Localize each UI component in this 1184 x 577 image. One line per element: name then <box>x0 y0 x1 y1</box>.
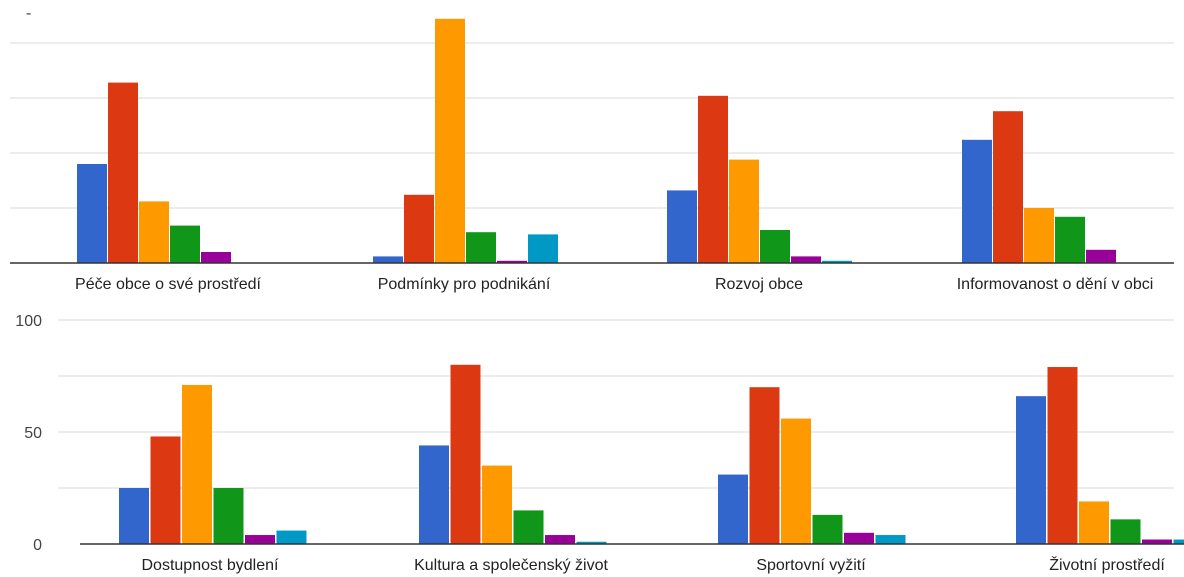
top-category-label-3: Rozvoj obce <box>715 276 803 293</box>
bottom-category-label-3: Sportovní vyžití <box>756 557 866 574</box>
top-category-label-1: Péče obce o své prostředí <box>75 276 261 293</box>
top-bar-c2-s5 <box>497 260 527 263</box>
top-bar-c4-s1 <box>962 139 992 263</box>
top-bar-c1-s2 <box>108 82 138 263</box>
bottom-category-label-2: Kultura a společenský život <box>414 557 608 574</box>
bottom-bar-c4-s1 <box>1016 396 1046 544</box>
top-bar-c3-s5 <box>791 256 821 263</box>
bottom-bar-c4-s5 <box>1142 539 1172 544</box>
bottom-gridlines <box>58 319 1174 489</box>
y-tick-label-0: 0 <box>33 537 42 554</box>
bottom-bar-c2-s3 <box>482 465 512 544</box>
bottom-bar-c3-s2 <box>749 387 780 544</box>
bottom-bar-c3-s6 <box>875 535 906 544</box>
bottom-category-label-1: Dostupnost bydlení <box>142 557 280 574</box>
bottom-bar-c4-s2 <box>1047 367 1078 544</box>
bottom-bar-c1-s1 <box>119 488 149 544</box>
top-bar-c2-s1 <box>373 256 403 263</box>
bottom-bar-c4-s3 <box>1079 501 1109 544</box>
top-bar-c1-s1 <box>77 164 107 263</box>
top-bar-c1-s4 <box>170 225 200 263</box>
top-bar-c2-s6 <box>528 234 558 263</box>
top-bar-c4-s5 <box>1086 249 1116 263</box>
bottom-bar-c3-s4 <box>812 514 843 544</box>
top-bar-c3-s1 <box>667 190 697 263</box>
bottom-bar-c1-s2 <box>150 436 181 544</box>
top-bar-c4-s4 <box>1055 216 1085 263</box>
top-bar-c4-s3 <box>1024 208 1054 263</box>
top-bar-c2-s3 <box>435 18 465 263</box>
top-bar-c1-s3 <box>139 201 169 263</box>
bottom-bar-c1-s4 <box>213 488 244 544</box>
bottom-bar-c2-s5 <box>545 535 575 544</box>
y-tick-label-100: 100 <box>15 313 42 330</box>
top-bar-c3-s3 <box>729 159 759 263</box>
bottom-bar-c1-s3 <box>182 384 212 544</box>
top-bar-c3-s4 <box>760 230 790 263</box>
bottom-bar-c2-s2 <box>450 364 481 544</box>
bottom-bar-c3-s5 <box>844 532 874 544</box>
bottom-bar-c1-s6 <box>276 530 307 544</box>
top-bar-c3-s2 <box>698 95 728 263</box>
bottom-bar-c2-s6 <box>576 541 607 544</box>
top-bar-c2-s4 <box>466 232 496 263</box>
bottom-bar-c3-s3 <box>781 418 811 544</box>
bottom-bar-c1-s5 <box>245 535 275 544</box>
top-bars <box>77 18 1116 263</box>
top-marker: - <box>26 5 31 22</box>
bottom-bar-c4-s4 <box>1110 519 1141 544</box>
top-bar-c2-s2 <box>404 194 434 263</box>
top-bar-c3-s6 <box>822 260 852 263</box>
top-category-label-2: Podmínky pro podnikání <box>378 276 551 293</box>
top-panel: - Péče obce o své prostředí Podmínky pro… <box>10 5 1174 293</box>
bottom-bar-c4-s6 <box>1173 539 1184 544</box>
bottom-bar-c2-s4 <box>513 510 544 544</box>
top-bar-c1-s5 <box>201 252 231 263</box>
bottom-bars <box>119 364 1184 544</box>
bottom-bar-c2-s1 <box>419 445 449 544</box>
top-bar-c4-s2 <box>993 111 1023 263</box>
y-tick-label-50: 50 <box>24 425 42 442</box>
bottom-panel: 100 50 0 Dostupnost bydlení Kultura a sp… <box>15 313 1184 574</box>
bottom-category-label-4: Životní prostředí <box>1049 555 1165 574</box>
top-category-label-4: Informovanost o dění v obci <box>957 276 1154 293</box>
bottom-bar-c3-s1 <box>718 474 748 544</box>
